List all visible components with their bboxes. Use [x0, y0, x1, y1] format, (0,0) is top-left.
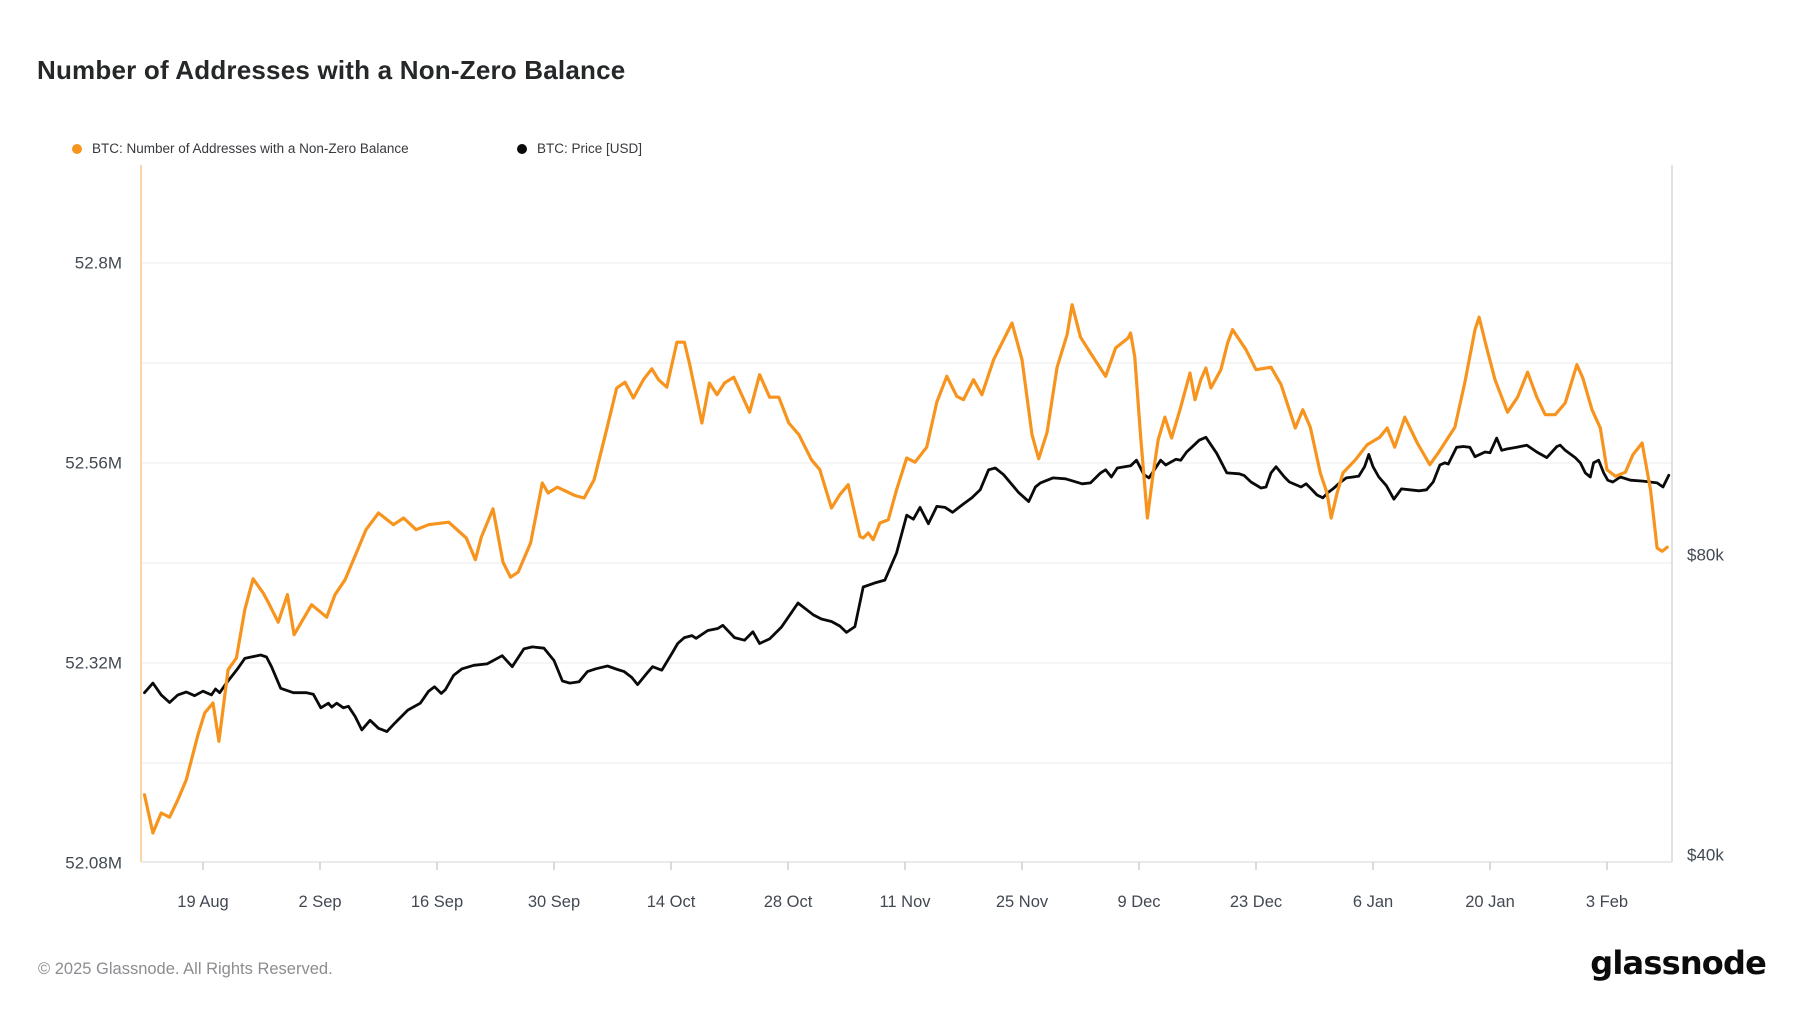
legend-dot-orange-icon	[72, 143, 82, 154]
x-tick-label: 6 Jan	[1353, 893, 1393, 911]
x-tick-label: 3 Feb	[1586, 893, 1628, 911]
x-tick-label: 9 Dec	[1117, 893, 1160, 911]
page-title: Number of Addresses with a Non-Zero Bala…	[37, 55, 626, 86]
series-line-price	[143, 435, 1671, 733]
x-tick-label: 16 Sep	[411, 893, 463, 911]
legend-label-price: BTC: Price [USD]	[537, 141, 643, 156]
x-tick-label: 20 Jan	[1465, 893, 1515, 911]
x-tick-label: 30 Sep	[528, 893, 580, 911]
y-left-tick-label: 52.08M	[65, 854, 122, 873]
x-tick-label: 2 Sep	[298, 893, 341, 911]
legend-item-price[interactable]: BTC: Price [USD]	[517, 141, 642, 156]
legend-dot-black-icon	[517, 143, 527, 154]
x-tick-label: 23 Dec	[1230, 893, 1282, 911]
y-right-tick-label: $80k	[1687, 546, 1724, 565]
y-left-tick-label: 52.56M	[65, 454, 122, 473]
legend-item-addresses[interactable]: BTC: Number of Addresses with a Non-Zero…	[72, 141, 409, 156]
y-left-tick-label: 52.8M	[75, 254, 122, 273]
legend-label-addresses: BTC: Number of Addresses with a Non-Zero…	[92, 141, 409, 156]
y-right-tick-label: $40k	[1687, 846, 1724, 865]
series-line-addresses	[142, 303, 1669, 835]
x-tick-label: 19 Aug	[177, 893, 228, 911]
x-tick-label: 28 Oct	[764, 893, 813, 911]
x-tick-label: 11 Nov	[879, 893, 931, 911]
x-tick-label: 25 Nov	[996, 893, 1049, 911]
x-tick-label: 14 Oct	[647, 893, 696, 911]
copyright-text: © 2025 Glassnode. All Rights Reserved.	[38, 960, 333, 978]
y-left-tick-label: 52.32M	[65, 654, 122, 673]
glassnode-logo[interactable]: glassnode	[1590, 944, 1767, 982]
